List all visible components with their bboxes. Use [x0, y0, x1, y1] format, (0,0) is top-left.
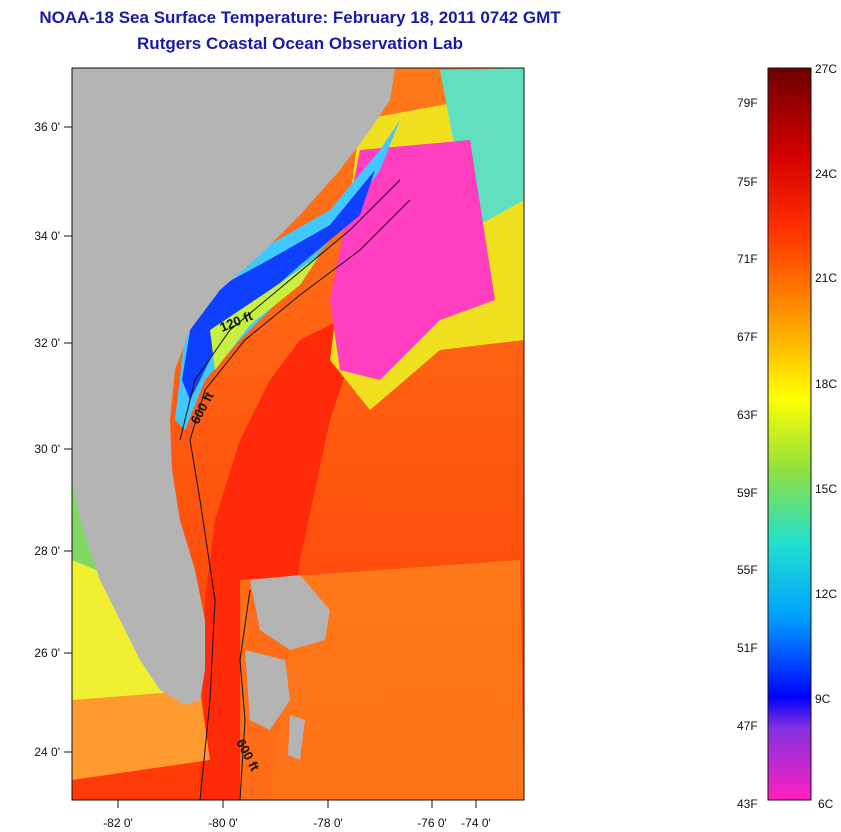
colorbar-f-label: 63F	[737, 408, 758, 422]
lat-label: 36 0'	[34, 120, 60, 134]
map-frame	[71, 67, 525, 801]
lon-label: -80 0'	[208, 816, 238, 830]
colorbar-c-label: 24C	[815, 167, 838, 181]
colorbar-f-label: 55F	[737, 563, 758, 577]
colorbar-f-label: 71F	[737, 252, 758, 266]
map-title: NOAA-18 Sea Surface Temperature: Februar…	[39, 8, 561, 27]
colorbar-c-label: 18C	[815, 377, 838, 391]
lat-label: 28 0'	[34, 544, 60, 558]
lon-label: -82 0'	[103, 816, 133, 830]
map-image	[72, 68, 524, 800]
colorbar-f-label: 59F	[737, 486, 758, 500]
colorbar-f-label: 43F	[737, 797, 758, 811]
colorbar-f-label: 79F	[737, 96, 758, 110]
lon-label: -74 0'	[461, 816, 491, 830]
colorbar-c-label: 15C	[815, 482, 838, 496]
lat-axis: 36 0' 34 0' 32 0' 30 0' 28 0' 26 0' 24 0…	[34, 120, 72, 759]
lat-label: 34 0'	[34, 229, 60, 243]
colorbar-c-label: 12C	[815, 587, 838, 601]
lat-label: 32 0'	[34, 336, 60, 350]
colorbar-c-label: 21C	[815, 271, 838, 285]
map-subtitle: Rutgers Coastal Ocean Observation Lab	[137, 34, 463, 53]
colorbar-f-label: 47F	[737, 719, 758, 733]
colorbar-c-label: 9C	[815, 692, 831, 706]
land-mass	[72, 68, 395, 705]
lon-axis: -82 0' -80 0' -78 0' -76 0' -74 0'	[103, 800, 491, 830]
cold-water-patch	[330, 140, 495, 380]
colorbar-f-label: 67F	[737, 330, 758, 344]
lon-label: -76 0'	[417, 816, 447, 830]
colorbar	[767, 67, 812, 801]
colorbar-f-label: 75F	[737, 175, 758, 189]
contour-line	[179, 179, 401, 441]
lon-label: -78 0'	[313, 816, 343, 830]
lat-label: 30 0'	[34, 442, 60, 456]
colorbar-c-label: 27C	[815, 62, 838, 76]
bahamas-island	[250, 575, 330, 650]
lat-label: 26 0'	[34, 646, 60, 660]
lat-label: 24 0'	[34, 745, 60, 759]
colorbar-c-label: 6C	[818, 797, 834, 811]
colorbar-f-label: 51F	[737, 641, 758, 655]
